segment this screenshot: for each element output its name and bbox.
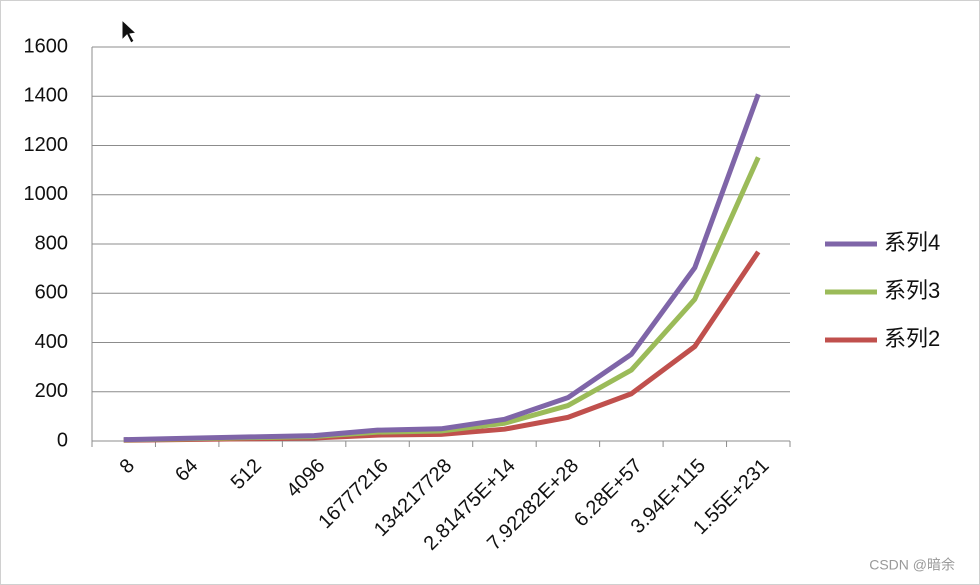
y-tick-label: 1200 — [24, 134, 69, 156]
watermark: CSDN @暗余 — [869, 557, 955, 573]
y-tick-label: 200 — [35, 380, 68, 402]
y-tick-label: 600 — [35, 282, 68, 304]
y-tick-label: 400 — [35, 331, 68, 353]
y-tick-label: 1400 — [24, 85, 69, 107]
cursor — [121, 18, 138, 44]
legend-label: 系列2 — [884, 326, 940, 351]
series-line — [123, 93, 761, 443]
legend-label: 系列4 — [884, 230, 940, 255]
y-tick-label: 0 — [57, 429, 68, 451]
y-tick-label: 1000 — [24, 183, 69, 205]
y-tick-label: 1600 — [24, 35, 69, 57]
y-tick-label: 800 — [35, 232, 68, 254]
legend-label: 系列3 — [884, 278, 940, 303]
